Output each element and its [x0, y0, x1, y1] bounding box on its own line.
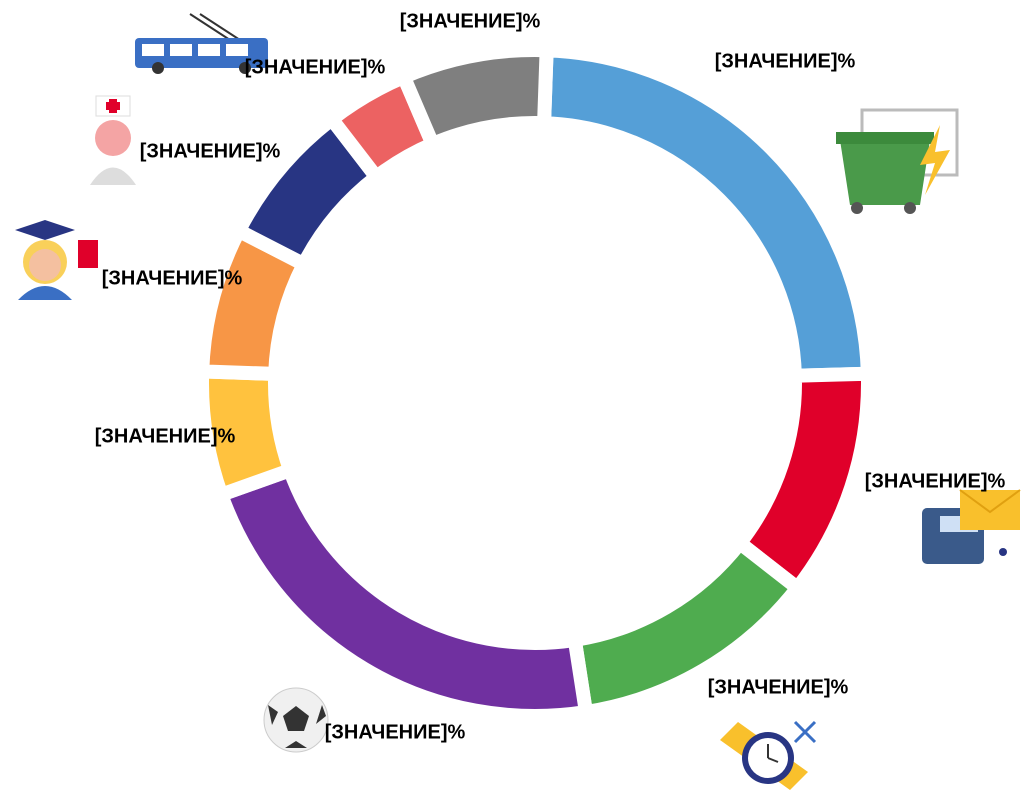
- data-label: [ЗНАЧЕНИЕ]%: [245, 56, 386, 78]
- data-label: [ЗНАЧЕНИЕ]%: [400, 10, 541, 32]
- data-label: [ЗНАЧЕНИЕ]%: [715, 50, 856, 72]
- ball-icon: [264, 688, 328, 752]
- donut-segment: [404, 50, 547, 144]
- utilities-icon: [836, 110, 957, 214]
- student-icon: [15, 220, 98, 300]
- donut-segment: [221, 470, 586, 716]
- data-label: [ЗНАЧЕНИЕ]%: [708, 676, 849, 698]
- nurse-icon: [90, 96, 136, 185]
- data-label: [ЗНАЧЕНИЕ]%: [102, 267, 243, 289]
- watch-icon: [720, 722, 815, 790]
- data-label: [ЗНАЧЕНИЕ]%: [140, 140, 281, 162]
- page: [ЗНАЧЕНИЕ]% [ЗНАЧЕНИЕ]% [ЗНАЧЕНИЕ]% [ЗНАЧЕН…: [0, 0, 1033, 797]
- chart: [ЗНАЧЕНИЕ]% [ЗНАЧЕНИЕ]% [ЗНАЧЕНИЕ]% [ЗНАЧЕН…: [0, 0, 1033, 797]
- data-label: [ЗНАЧЕНИЕ]%: [325, 721, 466, 743]
- donut-segment: [544, 50, 868, 376]
- data-label: [ЗНАЧЕНИЕ]%: [865, 470, 1006, 492]
- data-label: [ЗНАЧЕНИЕ]%: [95, 425, 236, 447]
- phone-icon: [922, 490, 1020, 564]
